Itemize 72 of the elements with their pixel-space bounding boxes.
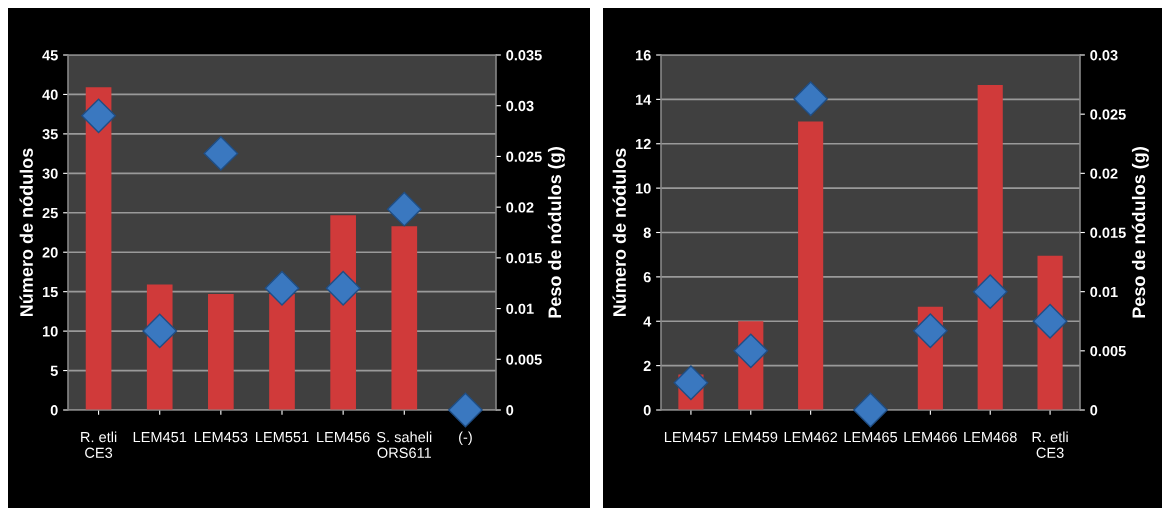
x-tick-label: (-) xyxy=(459,431,472,446)
point xyxy=(325,270,361,306)
y-tick-label: 16 xyxy=(635,50,651,61)
y2-tick-label: 0.02 xyxy=(1090,168,1118,179)
x-tick-label: LEM466 xyxy=(904,431,957,443)
x-tick-label: R. etli CE3 xyxy=(1032,431,1068,458)
y2-axis-title: Peso de nódulos (g) xyxy=(1131,147,1149,318)
bar xyxy=(208,294,234,410)
y-tick-label: 6 xyxy=(643,271,651,283)
point xyxy=(793,81,829,117)
y-tick-label: 10 xyxy=(635,183,651,194)
point xyxy=(203,135,239,171)
y-tick-label: 0 xyxy=(50,405,58,416)
y-tick-label: 5 xyxy=(50,365,58,376)
y-tick-label: 14 xyxy=(635,94,652,105)
y2-tick-label: 0.015 xyxy=(1090,227,1126,238)
y2-tick-label: 0.005 xyxy=(1090,345,1126,357)
point xyxy=(853,392,888,428)
y2-tick-label: 0 xyxy=(506,405,514,416)
y2-tick-label: 0.025 xyxy=(506,151,542,162)
x-tick-label: LEM462 xyxy=(784,431,838,443)
x-tick-label: LEM459 xyxy=(724,431,778,443)
y2-tick-label: 0.02 xyxy=(506,202,534,213)
x-tick-label: LEM451 xyxy=(133,432,187,443)
y-tick-label: 12 xyxy=(635,138,651,150)
point xyxy=(142,313,178,349)
x-tick-label: S. saheli ORS611 xyxy=(376,431,432,458)
point xyxy=(264,270,300,306)
point xyxy=(972,274,1008,310)
y2-axis-title: Peso de nódulos (g) xyxy=(547,147,565,318)
y-tick-label: 15 xyxy=(42,286,58,298)
x-tick-label: LEM468 xyxy=(964,431,1017,443)
bar xyxy=(391,226,418,410)
point xyxy=(733,333,769,369)
y2-tick-label: 0 xyxy=(1090,405,1098,416)
x-tick-label: LEM453 xyxy=(194,431,248,443)
bar xyxy=(977,84,1003,410)
x-tick-label: LEM551 xyxy=(256,432,309,443)
y2-tick-label: 0.025 xyxy=(1090,109,1126,120)
y-axis-title: Número de nódulos xyxy=(19,148,33,317)
y2-tick-label: 0.01 xyxy=(1090,286,1118,298)
point xyxy=(912,313,948,349)
y2-tick-label: 0.03 xyxy=(1090,50,1118,61)
x-tick-label: LEM465 xyxy=(844,431,898,443)
y2-tick-label: 0.015 xyxy=(506,252,542,264)
y2-tick-label: 0.01 xyxy=(506,303,534,314)
point xyxy=(81,98,116,134)
point xyxy=(1032,303,1068,339)
y2-tick-label: 0.005 xyxy=(506,354,542,365)
y-tick-label: 25 xyxy=(42,207,58,219)
y-tick-label: 8 xyxy=(643,227,651,238)
y-tick-label: 45 xyxy=(42,50,58,61)
point xyxy=(448,392,483,428)
y-tick-label: 40 xyxy=(42,89,58,100)
y-tick-label: 35 xyxy=(42,128,58,140)
point xyxy=(386,191,422,227)
y2-tick-label: 0.035 xyxy=(506,50,542,61)
y-tick-label: 10 xyxy=(42,326,58,337)
y-tick-label: 4 xyxy=(643,316,652,327)
y-tick-label: 20 xyxy=(42,247,58,258)
x-tick-label: R. etli CE3 xyxy=(81,431,117,458)
bar xyxy=(798,121,824,410)
y-axis-title: Número de nódulos xyxy=(612,148,626,317)
y-tick-label: 30 xyxy=(42,168,58,179)
x-tick-label: LEM457 xyxy=(664,432,718,443)
y2-tick-label: 0.03 xyxy=(506,100,534,112)
x-tick-label: LEM456 xyxy=(317,431,370,443)
y-tick-label: 0 xyxy=(643,405,651,416)
point xyxy=(673,365,709,401)
bar xyxy=(269,294,295,410)
bar xyxy=(85,87,112,410)
y-tick-label: 2 xyxy=(643,360,651,371)
